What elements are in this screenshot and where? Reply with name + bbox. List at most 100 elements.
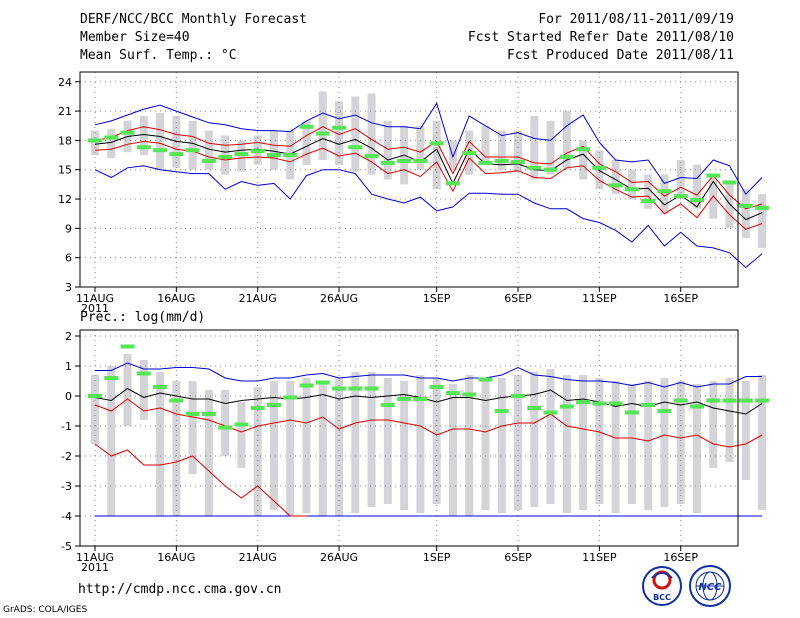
- ytick-label-0-0: 3: [65, 281, 72, 294]
- xtick-label-1-4: 1SEP: [423, 551, 451, 564]
- box-1-20: [416, 375, 425, 513]
- red-lower-line-1: [94, 443, 307, 517]
- box-0-4: [156, 113, 165, 170]
- box-1-33: [627, 384, 636, 504]
- observed-1-1: [104, 376, 119, 380]
- ytick-label-1-0: -5: [61, 540, 72, 553]
- box-1-5: [172, 381, 181, 516]
- observed-1-40: [738, 398, 753, 403]
- observed-1-16: [348, 386, 363, 391]
- observed-0-14: [315, 131, 330, 136]
- observed-0-2: [120, 130, 135, 135]
- box-0-33: [627, 169, 636, 200]
- box-1-8: [221, 390, 230, 456]
- observed-0-32: [608, 183, 623, 188]
- box-0-30: [579, 140, 588, 180]
- ytick-label-1-7: 2: [65, 330, 72, 343]
- observed-1-21: [429, 385, 444, 389]
- observed-1-31: [592, 401, 607, 406]
- box-1-41: [758, 375, 767, 510]
- box-0-41: [758, 194, 767, 248]
- ytick-label-0-2: 9: [65, 222, 72, 235]
- box-1-30: [579, 375, 588, 510]
- ytick-label-1-1: -4: [61, 510, 72, 523]
- ytick-label-1-3: -2: [61, 450, 72, 463]
- box-1-10: [253, 387, 262, 516]
- xtick-label-0-1: 16AUG: [157, 292, 195, 305]
- observed-1-2: [120, 344, 135, 349]
- precip-panel-title: Prec.: log(mm/d): [80, 310, 206, 325]
- observed-1-26: [511, 394, 526, 398]
- observed-0-24: [478, 160, 493, 165]
- red-upper-line-1: [94, 398, 763, 448]
- chart-title: DERF/NCC/BCC Monthly Forecast: [80, 12, 307, 27]
- box-1-11: [269, 381, 278, 510]
- observed-0-20: [413, 158, 428, 163]
- box-0-17: [367, 93, 376, 175]
- box-0-3: [139, 115, 148, 156]
- observed-0-10: [250, 149, 265, 154]
- observed-1-27: [527, 406, 542, 410]
- box-0-13: [302, 120, 311, 165]
- box-1-28: [546, 369, 555, 504]
- box-1-22: [448, 384, 457, 516]
- box-1-6: [188, 381, 197, 474]
- box-0-27: [530, 115, 539, 180]
- observed-0-22: [445, 181, 460, 186]
- panel-frame-1: [79, 329, 739, 547]
- observed-0-19: [397, 158, 412, 163]
- box-1-37: [692, 384, 701, 513]
- observed-1-18: [380, 403, 395, 407]
- box-0-1: [107, 128, 116, 158]
- box-0-34: [644, 174, 653, 209]
- observed-0-36: [673, 194, 688, 199]
- box-0-21: [432, 120, 441, 190]
- box-1-38: [709, 381, 718, 468]
- observed-1-34: [641, 403, 656, 407]
- observed-1-36: [673, 398, 688, 403]
- observed-1-12: [283, 395, 298, 400]
- observed-1-22: [445, 391, 460, 395]
- observed-1-19: [397, 397, 412, 401]
- ytick-label-0-1: 6: [65, 252, 72, 265]
- observed-0-16: [348, 145, 363, 150]
- observed-1-5: [169, 398, 184, 403]
- box-1-9: [237, 402, 246, 468]
- blue-upper-line-1: [95, 362, 763, 388]
- observed-0-26: [511, 159, 526, 164]
- box-1-7: [204, 390, 213, 516]
- xtick-label-0-2: 21AUG: [239, 292, 277, 305]
- box-1-14: [318, 381, 327, 516]
- observed-1-33: [624, 410, 639, 415]
- observed-1-37: [689, 404, 704, 409]
- box-0-26: [514, 130, 523, 172]
- box-0-14: [318, 91, 327, 160]
- observed-1-39: [722, 398, 737, 403]
- observed-1-41: [755, 398, 770, 403]
- source-url[interactable]: http://cmdp.ncc.cma.gov.cn: [78, 582, 282, 597]
- box-1-3: [139, 360, 148, 420]
- box-0-29: [562, 111, 571, 170]
- observed-0-31: [592, 165, 607, 170]
- member-size-label: Member Size=40: [80, 30, 190, 45]
- box-1-39: [725, 378, 734, 462]
- box-1-35: [660, 378, 669, 507]
- observed-0-5: [169, 152, 184, 157]
- forecast-period-label: For 2011/08/11-2011/09/19: [538, 12, 734, 27]
- observed-0-29: [559, 155, 574, 160]
- xtick-label-0-0: 11AUG: [76, 292, 114, 305]
- observed-1-25: [494, 409, 509, 413]
- observed-1-28: [543, 410, 558, 415]
- box-1-40: [741, 381, 750, 480]
- box-1-13: [302, 378, 311, 513]
- observed-0-40: [738, 203, 753, 208]
- box-1-17: [367, 372, 376, 507]
- box-0-37: [692, 164, 701, 209]
- observed-0-35: [657, 189, 672, 194]
- ytick-label-0-6: 21: [58, 105, 72, 118]
- observed-0-7: [201, 158, 216, 163]
- fcst-started-label: Fcst Started Refer Date 2011/08/10: [467, 30, 734, 45]
- observed-0-18: [380, 160, 395, 165]
- observed-1-14: [315, 380, 330, 385]
- observed-1-10: [250, 406, 265, 410]
